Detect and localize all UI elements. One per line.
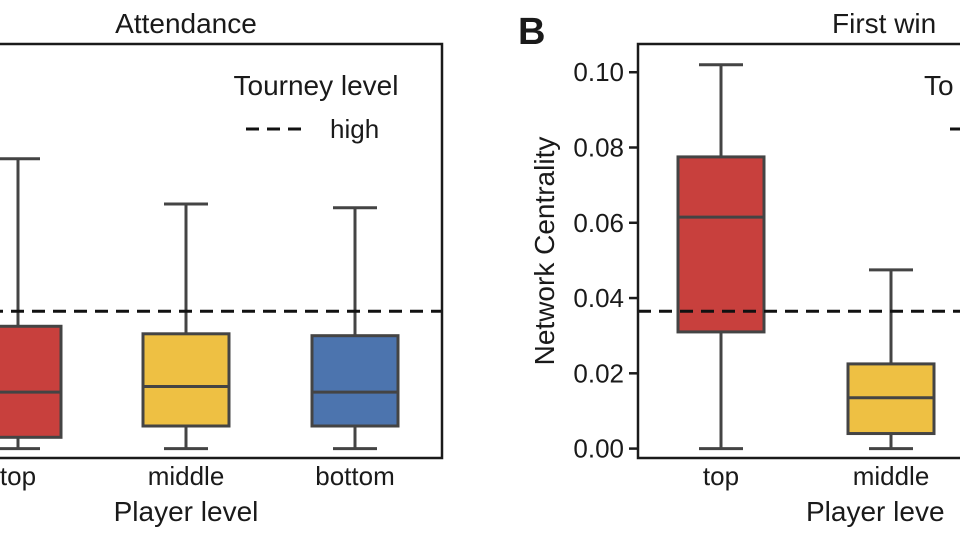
panel-b-y-tick-label: 0.10 [573, 57, 624, 87]
panel-b-axes-frame [636, 42, 960, 460]
panel-b-letter: B [518, 11, 545, 53]
panel-a-x-tick-label-bottom: bottom [315, 461, 395, 491]
panel-a-x-tick-label-top: top [0, 461, 36, 491]
panel-a-x-tick-labels: top middle bottom [0, 461, 395, 491]
panel-first-win: B First win To 0.000.020.040.060.080.10 … [518, 8, 960, 527]
panel-attendance: Attendance Tourney level high top middle b… [0, 8, 444, 527]
panel-a-x-axis-label: Player level [114, 496, 259, 527]
panel-b-y-tick-label: 0.00 [573, 434, 624, 464]
panel-a-legend-label: high [330, 114, 379, 144]
panel-a-marks [0, 157, 400, 451]
panel-b-legend-title: To [924, 70, 954, 101]
panel-b-y-tick-label: 0.08 [573, 133, 624, 163]
panel-b-x-tick-labels: top middle [703, 461, 929, 491]
panel-a-box-middle [141, 332, 231, 428]
panel-b-y-tick-label: 0.06 [573, 208, 624, 238]
panel-a-title: Attendance [115, 8, 257, 39]
panel-a-legend-title: Tourney level [234, 70, 399, 101]
panel-b-y-tick-label: 0.02 [573, 358, 624, 388]
panel-b-y-axis-label: Network Centrality [529, 137, 560, 366]
panel-b-y-tick-label: 0.04 [573, 283, 624, 313]
panel-a-box-top [0, 324, 63, 439]
panel-b-title: First win [832, 8, 936, 39]
panel-a-box-bottom [310, 334, 400, 428]
panel-b-marks [676, 63, 936, 451]
panel-b-x-axis-label: Player leve [806, 496, 945, 527]
panel-a-axes-frame [0, 42, 444, 460]
panel-b-x-tick-label-top: top [703, 461, 739, 491]
panel-b-x-tick-label-middle: middle [853, 461, 930, 491]
panel-b-y-ticks: 0.00 0.02 0.04 0.06 0.08 0.10 [573, 57, 638, 464]
panel-b-box-top [676, 155, 766, 334]
panel-a-x-tick-label-middle: middle [148, 461, 225, 491]
